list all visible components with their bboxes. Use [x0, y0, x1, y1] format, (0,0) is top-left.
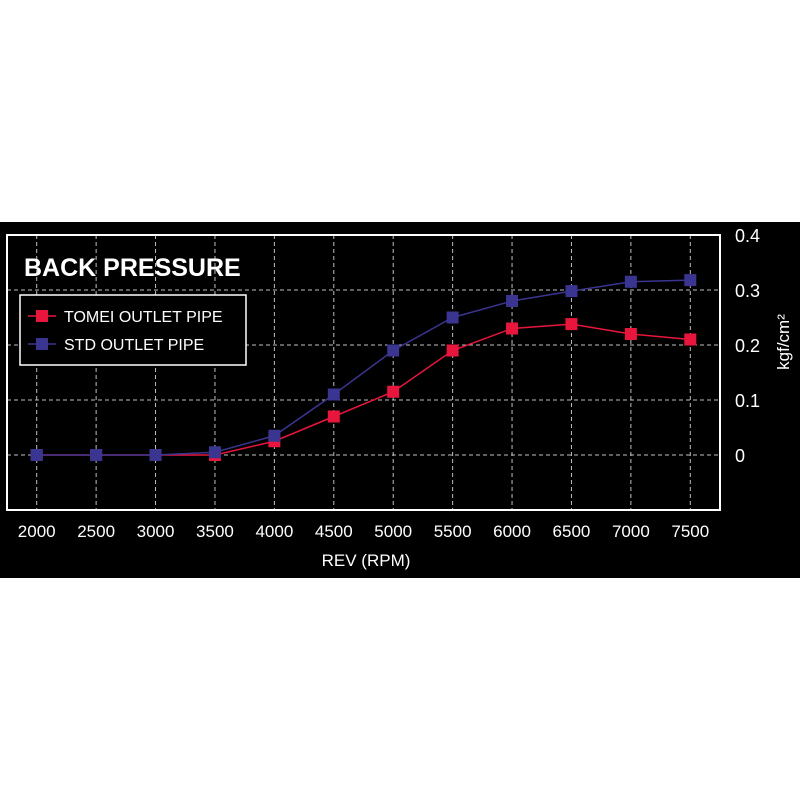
series-std — [30, 274, 697, 461]
legend-item: STD OUTLET PIPE — [28, 337, 204, 354]
x-axis-ticks: 2000 2500 3000 3500 4000 4500 5000 5500 6000 6500… — [18, 522, 709, 541]
x-tick-label: 3000 — [137, 522, 175, 541]
legend: TOMEI OUTLET PIPE STD OUTLET PIPE — [19, 294, 247, 366]
x-tick-label: 6500 — [553, 522, 591, 541]
back-pressure-chart: 2000 2500 3000 3500 4000 4500 5000 5500 6000 6500… — [6, 226, 793, 570]
x-tick-label: 5500 — [434, 522, 472, 541]
data-point — [149, 449, 162, 461]
x-tick-label: 5000 — [374, 522, 412, 541]
y-tick-label: 0 — [735, 446, 745, 466]
legend-marker — [36, 338, 48, 350]
data-point — [506, 322, 519, 335]
data-point — [684, 333, 697, 346]
chart-panel: 2000 2500 3000 3500 4000 4500 5000 5500 6000 6500… — [0, 222, 800, 578]
legend-item: TOMEI OUTLET PIPE — [28, 309, 223, 326]
y-axis-title: kgf/cm² — [774, 314, 793, 370]
data-point — [387, 344, 400, 357]
x-tick-label: 4000 — [255, 522, 293, 541]
data-point — [446, 311, 459, 324]
chart-title: BACK PRESSURE — [24, 254, 241, 282]
data-point — [565, 318, 578, 331]
y-tick-label: 0.2 — [735, 336, 760, 356]
series-layer — [30, 274, 697, 461]
data-point — [565, 285, 578, 298]
y-tick-label: 0.1 — [735, 391, 760, 411]
data-point — [506, 295, 519, 307]
data-point — [327, 410, 340, 423]
data-point — [268, 429, 281, 442]
y-axis-ticks: 0 0.1 0.2 0.3 0.4 — [735, 226, 760, 466]
data-point — [446, 344, 459, 357]
legend-label: TOMEI OUTLET PIPE — [64, 309, 223, 326]
data-point — [387, 385, 400, 398]
x-tick-label: 3500 — [196, 522, 234, 541]
data-point — [624, 328, 637, 340]
y-tick-label: 0.3 — [735, 281, 760, 301]
data-point — [30, 449, 43, 461]
data-point — [327, 388, 340, 401]
x-tick-label: 6000 — [493, 522, 531, 541]
data-point — [208, 446, 221, 459]
x-tick-label: 7500 — [671, 522, 709, 541]
data-point — [684, 274, 697, 287]
data-point — [624, 275, 637, 288]
series-line — [36, 279, 691, 456]
x-axis-title: REV (RPM) — [322, 551, 411, 570]
x-tick-label: 2000 — [18, 522, 56, 541]
legend-marker — [36, 310, 48, 322]
x-tick-label: 4500 — [315, 522, 353, 541]
plot-frame — [6, 234, 721, 511]
x-tick-label: 2500 — [77, 522, 115, 541]
y-tick-label: 0.4 — [735, 226, 760, 246]
legend-box — [19, 294, 247, 366]
x-tick-label: 7000 — [612, 522, 650, 541]
legend-label: STD OUTLET PIPE — [64, 337, 204, 354]
data-point — [90, 449, 103, 461]
